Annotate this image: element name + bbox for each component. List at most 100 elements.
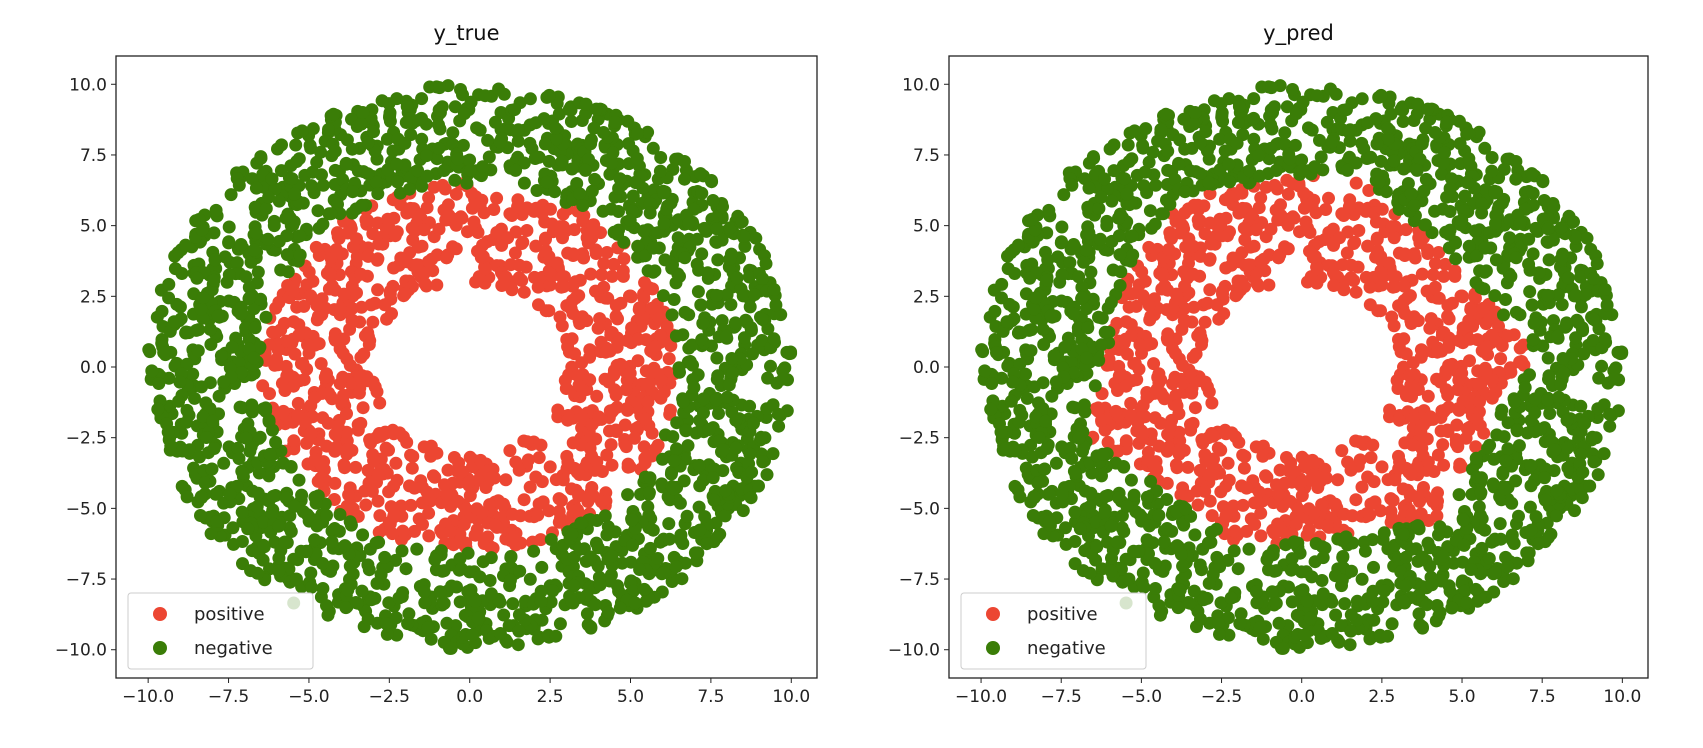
point-positive (422, 506, 436, 520)
point-negative (508, 103, 521, 117)
point-negative (280, 248, 294, 262)
point-negative (1195, 563, 1208, 577)
point-negative (1160, 493, 1174, 506)
point-negative (681, 439, 695, 453)
point-negative (580, 607, 594, 621)
point-positive (1205, 509, 1219, 523)
point-negative (664, 196, 678, 210)
point-negative (379, 617, 393, 631)
point-negative (513, 564, 527, 578)
point-negative (1512, 509, 1525, 523)
point-positive (1254, 506, 1268, 520)
point-negative (230, 256, 244, 270)
point-positive (1120, 347, 1134, 361)
point-positive (340, 407, 353, 421)
point-positive (390, 473, 404, 487)
point-negative (605, 156, 619, 170)
point-negative (1149, 178, 1163, 192)
point-positive (1397, 332, 1411, 346)
point-negative (724, 298, 738, 312)
point-positive (1295, 489, 1309, 503)
point-positive (1281, 187, 1295, 201)
point-positive (1223, 190, 1237, 204)
point-negative (289, 572, 303, 586)
point-positive (1222, 473, 1236, 487)
point-positive (507, 530, 521, 544)
point-negative (476, 160, 490, 174)
x-tick-label: 7.5 (697, 687, 724, 707)
point-negative (718, 509, 732, 523)
series-positive (256, 177, 681, 555)
point-positive (591, 321, 605, 335)
point-negative (532, 150, 546, 164)
point-negative (1329, 87, 1343, 101)
point-positive (372, 525, 386, 539)
point-positive (595, 268, 609, 282)
point-negative (752, 479, 765, 493)
point-positive (1221, 229, 1234, 243)
point-negative (1468, 224, 1482, 238)
point-negative (657, 566, 671, 580)
point-positive (1203, 283, 1217, 297)
point-negative (588, 172, 602, 186)
point-positive (422, 255, 435, 269)
point-negative (280, 229, 294, 243)
point-positive (607, 257, 621, 271)
point-positive (1191, 498, 1205, 512)
point-positive (1471, 377, 1485, 391)
point-negative (1276, 641, 1290, 655)
point-positive (590, 455, 604, 469)
point-positive (1151, 370, 1165, 384)
point-positive (1210, 298, 1224, 312)
point-negative (1421, 102, 1435, 116)
point-negative (484, 587, 498, 601)
point-positive (1169, 287, 1183, 301)
point-positive (428, 470, 442, 484)
point-positive (1374, 264, 1388, 278)
point-negative (1262, 563, 1275, 577)
point-negative (601, 605, 615, 619)
point-positive (1432, 246, 1446, 259)
point-positive (593, 312, 607, 326)
point-negative (322, 123, 335, 136)
point-negative (550, 132, 563, 146)
point-positive (366, 227, 380, 241)
point-positive (1452, 334, 1466, 348)
point-positive (1137, 426, 1151, 440)
point-negative (1099, 489, 1113, 503)
point-negative (1416, 621, 1429, 635)
point-positive (1219, 508, 1233, 522)
point-negative (265, 507, 279, 521)
point-negative (504, 550, 518, 563)
point-negative (1126, 248, 1140, 262)
point-negative (1469, 451, 1483, 465)
point-negative (484, 551, 498, 565)
point-negative (314, 145, 328, 159)
point-positive (351, 423, 365, 437)
point-positive (1128, 357, 1142, 370)
point-positive (454, 210, 468, 224)
point-negative (205, 462, 219, 476)
point-negative (1114, 265, 1128, 279)
point-positive (1237, 461, 1251, 475)
point-negative (1574, 447, 1588, 461)
point-negative (1520, 546, 1534, 560)
point-positive (1441, 309, 1455, 323)
point-negative (345, 142, 359, 156)
point-negative (433, 81, 446, 95)
point-negative (367, 125, 380, 139)
point-positive (1292, 179, 1306, 193)
point-negative (1499, 293, 1512, 306)
point-negative (1436, 549, 1450, 563)
point-negative (1315, 574, 1329, 587)
point-positive (336, 347, 350, 360)
point-positive (331, 226, 344, 240)
point-positive (1281, 242, 1295, 256)
point-negative (470, 121, 484, 135)
point-negative (403, 182, 416, 196)
point-negative (1104, 564, 1118, 578)
point-negative (1587, 455, 1601, 469)
point-negative (1595, 359, 1609, 373)
point-negative (1364, 150, 1378, 164)
point-negative (1027, 490, 1041, 504)
